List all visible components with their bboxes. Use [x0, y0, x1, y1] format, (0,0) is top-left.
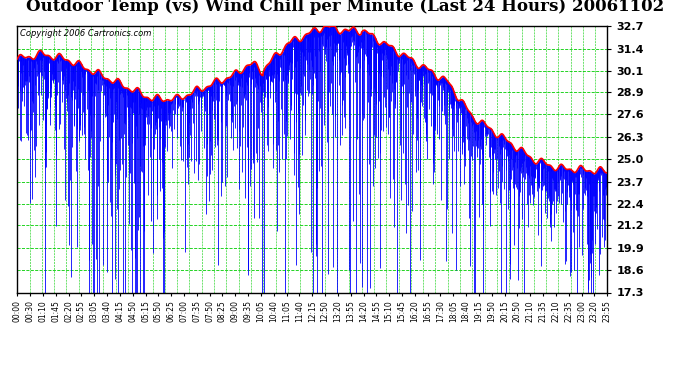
- Text: Copyright 2006 Cartronics.com: Copyright 2006 Cartronics.com: [20, 29, 152, 38]
- Text: Outdoor Temp (vs) Wind Chill per Minute (Last 24 Hours) 20061102: Outdoor Temp (vs) Wind Chill per Minute …: [26, 0, 664, 15]
